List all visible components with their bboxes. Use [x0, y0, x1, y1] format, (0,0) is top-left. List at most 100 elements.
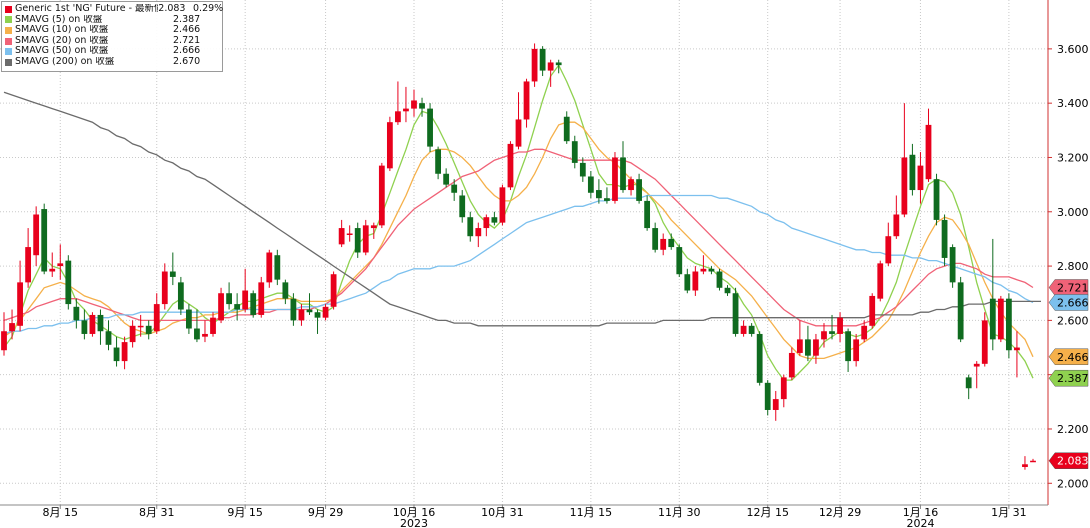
legend-item-sma20: SMAVG (20) on 收盤 2.721	[5, 35, 219, 47]
series-line	[3, 121, 1034, 360]
candle-body	[242, 290, 249, 310]
y-tick-label: 3.400	[1057, 97, 1089, 110]
candle-body	[419, 103, 425, 109]
value-tag: 2.721	[1048, 279, 1089, 296]
legend-label: SMAVG (50) on 收盤	[15, 46, 109, 57]
candle-body	[1005, 298, 1012, 351]
y-tick-label: 3.000	[1057, 206, 1089, 219]
x-tick-label: 12月 29	[819, 506, 862, 519]
candle-body	[989, 298, 996, 340]
candle-body	[475, 228, 482, 237]
value-tag-label: 2.721	[1057, 282, 1089, 295]
candle-body	[636, 179, 642, 201]
series-line	[3, 194, 1034, 335]
candle-body	[210, 317, 216, 334]
candle-body	[515, 119, 522, 147]
candle-body	[845, 331, 851, 362]
candle-body	[403, 108, 409, 112]
candle-body	[250, 293, 257, 315]
value-tag-shape	[1048, 369, 1089, 387]
legend-label: SMAVG (20) on 收盤	[15, 35, 109, 46]
candle-body	[218, 293, 224, 321]
candle-body	[395, 111, 401, 123]
candle-body	[612, 157, 618, 201]
candle-body	[628, 179, 634, 191]
candle-body	[282, 282, 289, 299]
value-tag-label: 2.466	[1057, 351, 1089, 364]
legend-value: 2.387	[173, 13, 201, 25]
candle-body	[57, 263, 64, 267]
candle-body	[877, 263, 884, 299]
x-tick-label: 10月 31	[481, 506, 524, 519]
candle-body	[121, 342, 128, 362]
candle-body	[467, 217, 474, 237]
candle-body	[314, 312, 321, 318]
candle-body	[338, 228, 345, 245]
candle-body	[322, 306, 329, 318]
value-tag-shape	[1048, 294, 1089, 311]
series-line	[3, 91, 1041, 327]
candle-body	[1030, 460, 1036, 463]
candle-body	[306, 309, 313, 313]
candle-body	[266, 252, 273, 283]
x-tick-label: 11月 30	[658, 506, 701, 519]
candle-body	[949, 247, 956, 283]
candle-body	[684, 274, 691, 291]
x-tick-label: 10月 16	[393, 506, 436, 519]
value-tag: 2.083	[1048, 452, 1089, 469]
candle-body	[169, 271, 176, 277]
candle-body	[901, 157, 908, 215]
candle-body	[821, 331, 827, 340]
candle-body	[547, 62, 554, 71]
x-tick-label: 9月 29	[308, 506, 344, 519]
candle-body	[435, 149, 442, 174]
candle-body	[330, 274, 337, 307]
value-tag-label: 2.387	[1057, 372, 1089, 385]
legend-label: SMAVG (10) on 收盤	[15, 25, 109, 36]
candle-body	[893, 214, 900, 237]
candle-body	[805, 339, 811, 356]
candle-body	[853, 339, 860, 362]
y-tick-label: 3.600	[1057, 43, 1089, 56]
legend-value: 2.466	[173, 24, 201, 36]
candle-body	[1022, 464, 1028, 467]
candle-body	[137, 325, 144, 328]
legend-item-sma10: SMAVG (10) on 收盤 2.466	[5, 25, 219, 36]
value-tag: 2.666	[1048, 294, 1089, 311]
y-tick-label: 2.000	[1057, 477, 1089, 490]
value-tag-label: 2.083	[1057, 455, 1089, 468]
candle-body	[65, 260, 72, 305]
candle-body	[491, 217, 498, 223]
candle-body	[772, 399, 779, 410]
candle-body	[298, 309, 305, 321]
candle-body	[740, 325, 747, 334]
x-tick-label: 12月 15	[746, 506, 789, 519]
legend-value: 2.083	[158, 3, 186, 14]
value-tag-shape	[1048, 452, 1089, 469]
candle-body	[716, 271, 723, 288]
legend: Generic 1st 'NG' Future - 最新價 2.083 0.29…	[1, 1, 223, 72]
candle-body	[925, 124, 932, 180]
candle-body	[555, 62, 562, 66]
candle-body	[523, 81, 530, 120]
candle-body	[97, 314, 104, 332]
legend-item-price: Generic 1st 'NG' Future - 最新價 2.083 0.29…	[5, 3, 223, 15]
candle-body	[531, 48, 538, 82]
candle-body	[290, 298, 297, 321]
candle-body	[427, 108, 433, 147]
candle-body	[933, 179, 940, 220]
candle-body	[965, 377, 972, 389]
candle-body	[708, 268, 715, 272]
candle-body	[1, 331, 7, 351]
candle-body	[89, 314, 96, 334]
candle-body	[161, 271, 168, 305]
candle-body	[234, 304, 241, 310]
candle-body	[587, 176, 594, 193]
legend-item-sma200: SMAVG (200) on 收盤 2.670	[5, 56, 219, 68]
candlesticks	[1, 43, 1036, 470]
legend-label: Generic 1st 'NG' Future - 最新價	[15, 4, 159, 14]
candle-body	[620, 157, 626, 191]
legend-swatch-icon	[5, 37, 12, 45]
